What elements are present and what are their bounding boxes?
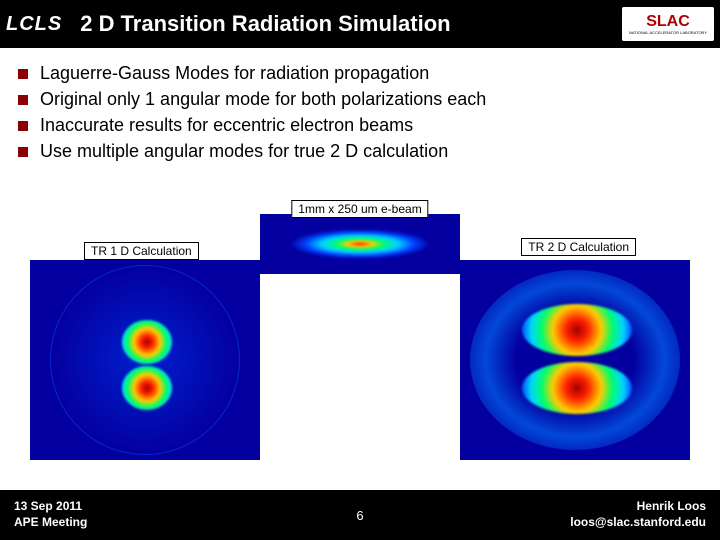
slide-body: Laguerre-Gauss Modes for radiation propa… [0,48,720,164]
bullet-item: Use multiple angular modes for true 2 D … [34,138,704,164]
tr-1d-heatmap [30,260,260,460]
bullet-item: Laguerre-Gauss Modes for radiation propa… [34,60,704,86]
slide-footer: 13 Sep 2011 APE Meeting 6 Henrik Loos lo… [0,490,720,540]
bullet-item: Original only 1 angular mode for both po… [34,86,704,112]
figure-area: 1mm x 250 um e-beam TR 1 D Calculation T… [30,200,690,460]
footer-meeting: APE Meeting [14,515,87,531]
ebeam-label: 1mm x 250 um e-beam [291,200,428,218]
ebeam-heatmap [260,214,460,274]
bullet-item: Inaccurate results for eccentric electro… [34,112,704,138]
lcls-logo: LCLS [6,13,62,36]
footer-author: Henrik Loos [570,499,706,515]
tr-2d-heatmap [460,260,690,460]
footer-right: Henrik Loos loos@slac.stanford.edu [570,499,706,530]
page-number: 6 [356,508,363,523]
slac-logo-subtext: NATIONAL ACCELERATOR LABORATORY [629,31,707,35]
heatmap-lobe [290,229,430,259]
slide-header: LCLS 2 D Transition Radiation Simulation… [0,0,720,48]
heatmap-lobe-top [522,304,632,356]
footer-email: loos@slac.stanford.edu [570,515,706,531]
heatmap-halo [470,270,680,450]
bullet-list: Laguerre-Gauss Modes for radiation propa… [16,60,704,164]
slac-logo: SLAC NATIONAL ACCELERATOR LABORATORY [622,7,714,41]
footer-date: 13 Sep 2011 [14,499,87,515]
heatmap-lobe-bottom [122,366,172,410]
slac-logo-text: SLAC [646,14,690,30]
footer-left: 13 Sep 2011 APE Meeting [14,499,87,530]
slide-title: 2 D Transition Radiation Simulation [62,11,622,37]
tr-1d-label: TR 1 D Calculation [84,242,199,260]
tr-2d-label: TR 2 D Calculation [521,238,636,256]
heatmap-lobe-bottom [522,362,632,414]
heatmap-lobe-top [122,320,172,364]
